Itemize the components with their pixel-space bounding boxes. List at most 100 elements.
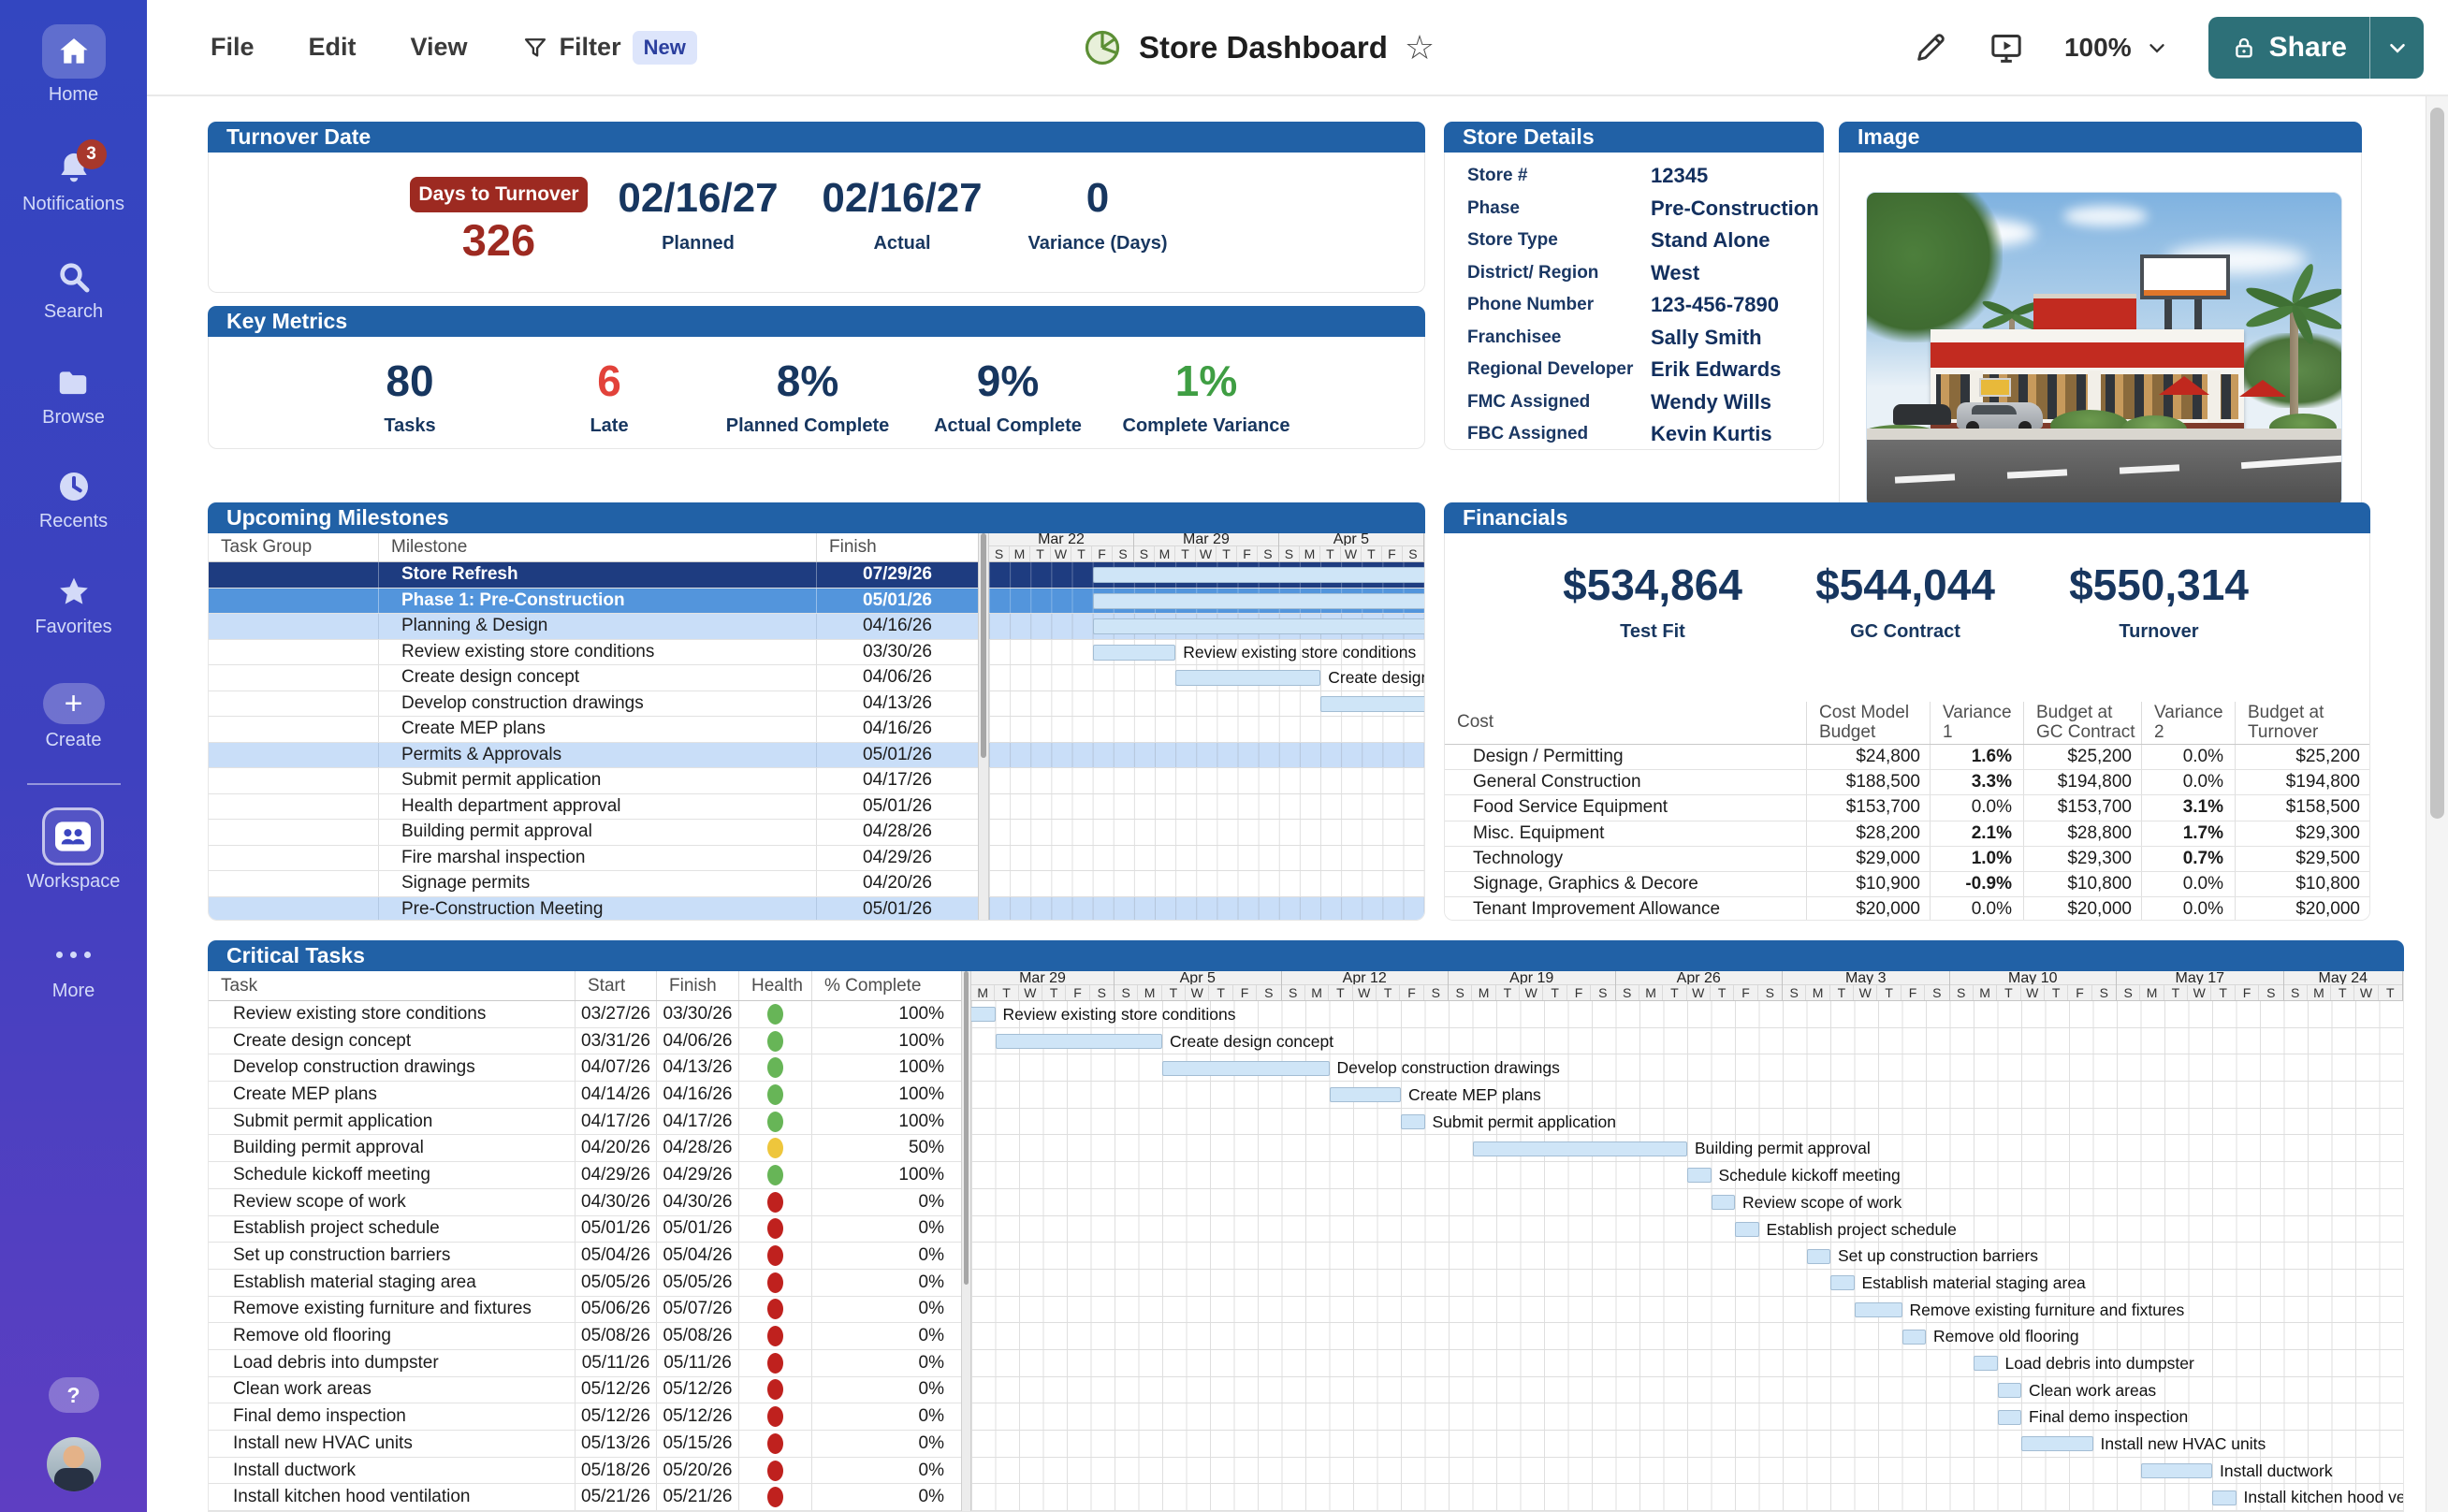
cost-row[interactable]: Signage, Graphics & Decore $10,900 -0.9% $1… bbox=[1445, 871, 2369, 898]
cell: $10,800 bbox=[2024, 871, 2142, 897]
help-button[interactable]: ? bbox=[48, 1377, 99, 1413]
sidebar-item-workspace[interactable]: Workspace bbox=[26, 807, 121, 893]
task-row[interactable]: Remove old flooring 05/08/26 05/08/26 0% bbox=[209, 1323, 961, 1350]
milestone-row[interactable]: Review existing store conditions 03/30/26 bbox=[209, 639, 978, 665]
gantt-bar bbox=[971, 1007, 996, 1023]
milestone-row[interactable]: Store Refresh 07/29/26 bbox=[209, 562, 978, 589]
week-label: Apr 5 bbox=[1278, 533, 1423, 546]
menu-item-edit[interactable]: Edit bbox=[308, 33, 357, 61]
task-row[interactable]: Establish material staging area 05/05/26 0… bbox=[209, 1269, 961, 1297]
day-letter: W bbox=[1196, 546, 1217, 561]
milestone-row[interactable]: Create design concept 04/06/26 bbox=[209, 665, 978, 691]
milestone-row[interactable]: Phase 1: Pre-Construction 05/01/26 bbox=[209, 588, 978, 614]
cost-row[interactable]: Tenant Improvement Allowance $20,000 0.0% $… bbox=[1445, 897, 2369, 920]
cell-milestone: Develop construction drawings bbox=[379, 691, 817, 716]
health-dot-red bbox=[767, 1245, 783, 1267]
task-row[interactable]: Develop construction drawings 04/07/26 04/… bbox=[209, 1054, 961, 1083]
stat-value: 02/16/27 bbox=[618, 175, 779, 221]
column-header: Cost bbox=[1445, 702, 1807, 744]
day-letter: S bbox=[1616, 985, 1639, 1000]
task-row[interactable]: Final demo inspection 05/12/26 05/12/26 0% bbox=[209, 1403, 961, 1431]
menu-item-file[interactable]: File bbox=[211, 33, 255, 61]
gantt-row: Establish project schedule bbox=[971, 1215, 2403, 1243]
sidebar-item-search[interactable]: Search bbox=[44, 258, 103, 323]
gantt-bar-label: Install new HVAC units bbox=[2100, 1434, 2266, 1453]
task-row[interactable]: Building permit approval 04/20/26 04/28/26… bbox=[209, 1135, 961, 1163]
sidebar-item-favorites[interactable]: Favorites bbox=[35, 574, 112, 638]
gantt-week: Apr 19 S M T W T F S bbox=[1449, 971, 1616, 1000]
cell-start: 05/05/26 bbox=[576, 1269, 657, 1296]
metric-value: 1% bbox=[1174, 356, 1238, 405]
cost-row[interactable]: Misc. Equipment $28,200 2.1% $28,800 1.7% $29… bbox=[1445, 821, 2369, 847]
cell-finish: 04/28/26 bbox=[863, 821, 932, 842]
task-row[interactable]: Install new HVAC units 05/13/26 05/15/26 0% bbox=[209, 1431, 961, 1458]
table-gantt-splitter[interactable] bbox=[978, 533, 989, 920]
task-row[interactable]: Clean work areas 05/12/26 05/12/26 0% bbox=[209, 1376, 961, 1404]
menu-item-view[interactable]: View bbox=[410, 33, 468, 61]
gantt-week: May 17 S M T W T F S bbox=[2117, 971, 2284, 1000]
cell-finish: 04/13/26 bbox=[657, 1054, 739, 1082]
milestones-rows: Store Refresh 07/29/26 Phase 1: Pre-Constr… bbox=[209, 562, 978, 920]
milestone-row[interactable]: Planning & Design 04/16/26 bbox=[209, 614, 978, 640]
gantt-bar bbox=[1162, 1060, 1330, 1076]
day-letter: M bbox=[1300, 546, 1320, 561]
milestone-row[interactable]: Permits & Approvals 05/01/26 bbox=[209, 742, 978, 768]
sidebar-item-create[interactable]: + Create bbox=[42, 683, 105, 751]
task-row[interactable]: Establish project schedule 05/01/26 05/01/… bbox=[209, 1215, 961, 1243]
task-row[interactable]: Review existing store conditions 03/27/26… bbox=[209, 1001, 961, 1028]
task-row[interactable]: Load debris into dumpster 05/11/26 05/11/2… bbox=[209, 1349, 961, 1377]
day-letter: W bbox=[1019, 985, 1042, 1000]
edit-pencil-icon[interactable] bbox=[1913, 30, 1948, 65]
cost-row[interactable]: Food Service Equipment $153,700 0.0% $153,7… bbox=[1445, 795, 2369, 821]
task-row[interactable]: Install kitchen hood ventilation 05/21/26… bbox=[209, 1484, 961, 1511]
task-row[interactable]: Create design concept 03/31/26 04/06/26 100… bbox=[209, 1027, 961, 1055]
day-letter: T bbox=[1496, 985, 1521, 1000]
cell-pct-complete: 0% bbox=[918, 1299, 944, 1319]
detail-label: Store # bbox=[1467, 166, 1528, 186]
milestone-row[interactable]: Building permit approval 04/28/26 bbox=[209, 820, 978, 846]
table-gantt-splitter[interactable] bbox=[961, 971, 971, 1511]
zoom-control[interactable]: 100% bbox=[2064, 33, 2169, 63]
sidebar-item-label: Workspace bbox=[26, 871, 121, 892]
share-button[interactable]: Share bbox=[2208, 17, 2369, 79]
task-row[interactable]: Remove existing furniture and fixtures 05… bbox=[209, 1296, 961, 1324]
task-row[interactable]: Review scope of work 04/30/26 04/30/26 0% bbox=[209, 1188, 961, 1216]
detail-row: Phase Pre-Construction bbox=[1445, 193, 1823, 225]
task-row[interactable]: Set up construction barriers 05/04/26 05/0… bbox=[209, 1243, 961, 1270]
milestone-row[interactable]: Develop construction drawings 04/13/26 bbox=[209, 691, 978, 717]
gantt-row: Develop construction drawings bbox=[971, 1054, 2403, 1083]
cost-row[interactable]: Technology $29,000 1.0% $29,300 0.7% $29,500 bbox=[1445, 846, 2369, 872]
day-letter: T bbox=[1030, 546, 1051, 561]
cell-task: Create MEP plans bbox=[209, 1082, 576, 1108]
sidebar-item-notifications[interactable]: 3 Notifications bbox=[22, 139, 124, 215]
milestone-row[interactable]: Pre-Construction Meeting 05/01/26 bbox=[209, 896, 978, 920]
health-dot-green bbox=[767, 1057, 783, 1079]
user-avatar[interactable] bbox=[46, 1437, 101, 1491]
cell-task-group bbox=[209, 845, 379, 870]
favorite-star-icon[interactable]: ☆ bbox=[1404, 27, 1435, 66]
task-row[interactable]: Create MEP plans 04/14/26 04/16/26 100% bbox=[209, 1082, 961, 1109]
cost-row[interactable]: General Construction $188,500 3.3% $194,800… bbox=[1445, 770, 2369, 796]
present-mode-icon[interactable] bbox=[1988, 29, 2025, 66]
task-row[interactable]: Submit permit application 04/17/26 04/17/2… bbox=[209, 1108, 961, 1136]
cost-row[interactable]: Design / Permitting $24,800 1.6% $25,200 0.0… bbox=[1445, 745, 2369, 771]
cell-task-group bbox=[209, 896, 379, 920]
milestone-row[interactable]: Fire marshal inspection 04/29/26 bbox=[209, 845, 978, 871]
task-row[interactable]: Schedule kickoff meeting 04/29/26 04/29/26… bbox=[209, 1162, 961, 1189]
sidebar-item-home[interactable]: Home bbox=[41, 24, 106, 106]
share-dropdown-button[interactable] bbox=[2369, 16, 2424, 79]
sidebar-item-more[interactable]: More bbox=[52, 934, 95, 1002]
milestone-row[interactable]: Signage permits 04/20/26 bbox=[209, 871, 978, 897]
milestone-row[interactable]: Submit permit application 04/17/26 bbox=[209, 768, 978, 794]
sidebar-item-browse[interactable]: Browse bbox=[42, 366, 105, 429]
palm-trunk bbox=[2290, 303, 2298, 423]
task-row[interactable]: Install ductwork 05/18/26 05/20/26 0% bbox=[209, 1457, 961, 1485]
sidebar-item-label: Home bbox=[48, 84, 99, 105]
sidebar-item-recents[interactable]: Recents bbox=[39, 468, 108, 532]
people-icon bbox=[42, 807, 105, 865]
panel-header: Image bbox=[1839, 122, 2362, 153]
scrollbar-thumb[interactable] bbox=[2430, 108, 2444, 819]
filter-button[interactable]: Filter New bbox=[522, 30, 697, 65]
milestone-row[interactable]: Create MEP plans 04/16/26 bbox=[209, 717, 978, 743]
milestone-row[interactable]: Health department approval 05/01/26 bbox=[209, 793, 978, 820]
